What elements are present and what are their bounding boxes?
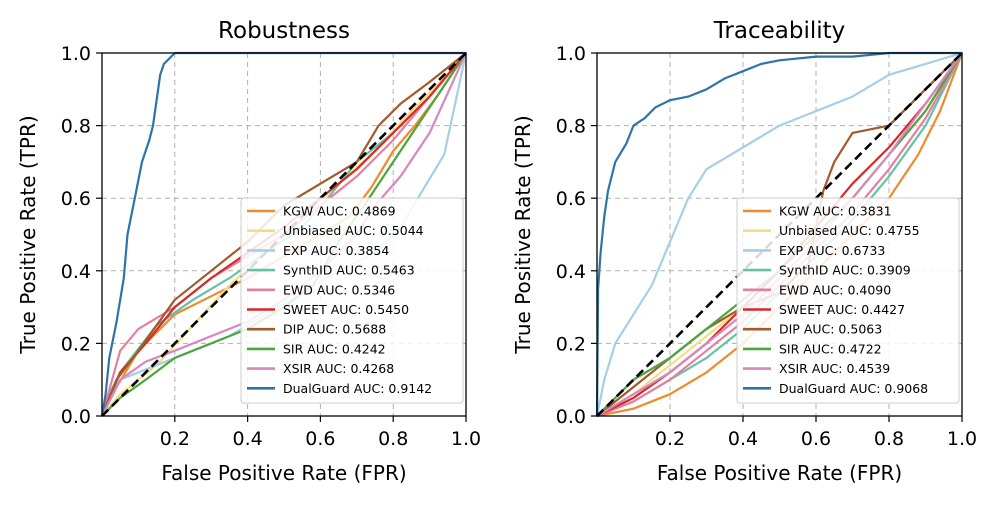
x-tick-label: 0.4 <box>232 428 262 450</box>
y-axis-label: True Positive Rate (TPR) <box>511 115 535 354</box>
legend-label-exp: EXP AUC: 0.6733 <box>779 243 885 258</box>
legend-label-dip: DIP AUC: 0.5688 <box>283 322 386 337</box>
legend-label-sweet: SWEET AUC: 0.4427 <box>779 302 905 317</box>
legend: KGW AUC: 0.3831 Unbiased AUC: 0.4755 EXP A… <box>736 197 960 404</box>
plot-frame <box>101 52 467 417</box>
x-tick-label: 0.6 <box>801 428 831 450</box>
x-axis-label: False Positive Rate (FPR) <box>657 461 902 485</box>
x-tick-label: 0.2 <box>655 428 685 450</box>
chart-title: Robustness <box>218 18 350 44</box>
x-tick-label: 1.0 <box>451 428 481 450</box>
legend: KGW AUC: 0.4869 Unbiased AUC: 0.5044 EXP A… <box>240 197 464 404</box>
legend-label-dualguard: DualGuard AUC: 0.9142 <box>283 381 432 396</box>
x-axis-label: False Positive Rate (FPR) <box>161 461 406 485</box>
x-tick-label: 0.6 <box>305 428 335 450</box>
legend-label-xsir: XSIR AUC: 0.4539 <box>779 361 890 376</box>
y-tick-label: 1.0 <box>61 43 91 65</box>
legend-box <box>240 197 464 404</box>
legend-label-synthid: SynthID AUC: 0.3909 <box>779 263 911 278</box>
legend-label-kgw: KGW AUC: 0.3831 <box>779 204 892 219</box>
legend-label-sweet: SWEET AUC: 0.5450 <box>283 302 409 317</box>
y-tick-label: 0.8 <box>61 116 91 138</box>
legend-label-exp: EXP AUC: 0.3854 <box>283 243 389 258</box>
x-tick-label: 0.4 <box>728 428 758 450</box>
legend-label-unbiased: Unbiased AUC: 0.5044 <box>283 223 424 238</box>
y-tick-label: 0.2 <box>61 333 91 355</box>
legend-label-synthid: SynthID AUC: 0.5463 <box>283 263 415 278</box>
y-tick-label: 0.0 <box>556 406 586 428</box>
x-tick-label: 0.8 <box>874 428 904 450</box>
y-tick-label: 0.8 <box>556 116 586 138</box>
legend-label-unbiased: Unbiased AUC: 0.4755 <box>779 223 920 238</box>
y-tick-label: 0.2 <box>556 333 586 355</box>
y-tick-label: 1.0 <box>556 43 586 65</box>
y-tick-label: 0.4 <box>556 261 586 283</box>
legend-label-sir: SIR AUC: 0.4242 <box>283 341 386 356</box>
legend-label-dualguard: DualGuard AUC: 0.9068 <box>779 381 928 396</box>
y-tick-label: 0.6 <box>556 188 586 210</box>
x-tick-label: 0.8 <box>378 428 408 450</box>
legend-box <box>736 197 960 404</box>
series-line-dualguard <box>595 51 962 417</box>
legend-label-kgw: KGW AUC: 0.4869 <box>283 204 396 219</box>
plot-frame <box>596 52 963 417</box>
chart-title: Traceability <box>713 18 846 44</box>
x-tick-label: 1.0 <box>947 428 977 450</box>
y-axis-label: True Positive Rate (TPR) <box>16 115 40 354</box>
y-tick-label: 0.4 <box>61 261 91 283</box>
legend-label-ewd: EWD AUC: 0.4090 <box>779 282 891 297</box>
y-tick-label: 0.0 <box>61 406 91 428</box>
x-tick-label: 0.2 <box>160 428 190 450</box>
legend-label-xsir: XSIR AUC: 0.4268 <box>283 361 394 376</box>
legend-label-dip: DIP AUC: 0.5063 <box>779 322 882 337</box>
legend-label-ewd: EWD AUC: 0.5346 <box>283 282 395 297</box>
traceability-panel: 0.2 0.4 0.6 0.8 1.0 0.0 0.2 0.4 0.6 0.8 1.0 Traceab… <box>511 18 977 485</box>
robustness-panel: 0.2 0.4 0.6 0.8 1.0 0.0 0.2 0.4 0.6 0.8 1.0 Robustn… <box>16 18 481 485</box>
legend-label-sir: SIR AUC: 0.4722 <box>779 341 882 356</box>
series-line-exp <box>595 51 963 417</box>
y-tick-label: 0.6 <box>61 188 91 210</box>
